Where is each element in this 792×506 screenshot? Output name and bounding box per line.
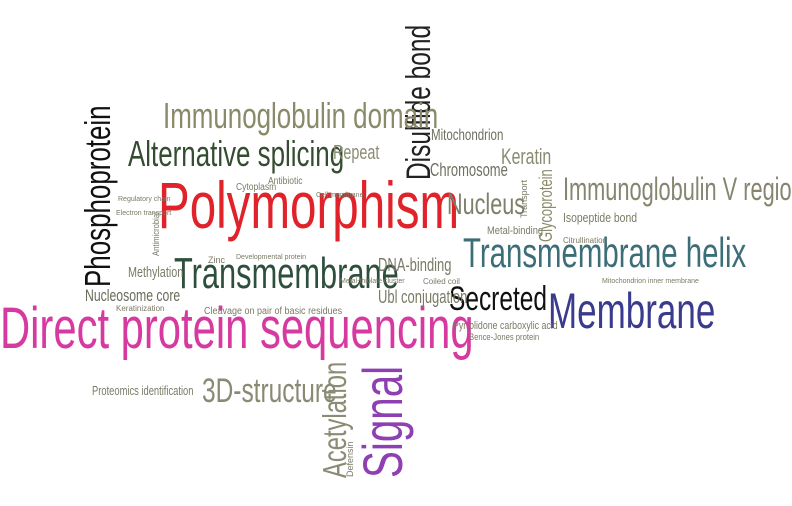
word-nucleus: Nucleus	[447, 188, 526, 221]
word-defensin: Defensin	[345, 441, 355, 477]
word-cleavage-on-pair: Cleavage on pair of basic residues	[204, 306, 343, 317]
word-ubl-conjugation: Ubl conjugation	[378, 287, 468, 307]
word-citrullination: Citrullination	[563, 236, 608, 245]
word-repeat: Repeat	[333, 142, 380, 164]
word-zinc: Zinc	[208, 255, 226, 265]
word-alternative-splicing: Alternative splicing	[128, 133, 345, 174]
word-dna-binding: DNA-binding	[378, 255, 452, 275]
word-isopeptide-bond: Isopeptide bond	[563, 210, 638, 225]
word-antibiotic: Antibiotic	[268, 176, 303, 187]
word-immunoglobulin-v-region: Immunoglobulin V region	[563, 171, 792, 207]
word-immunoglobulin-domain: Immunoglobulin domain	[163, 95, 439, 136]
word-bence-jones-protein: Bence-Jones protein	[469, 332, 540, 342]
word-transmembrane: Transmembrane	[174, 249, 399, 298]
word-direct-protein-sequencing: Direct protein sequencing	[0, 296, 474, 361]
word-secreted: Secreted	[449, 280, 547, 318]
word-regulatory-chain: Regulatory chain	[118, 196, 171, 203]
word-keratinization: Keratinization	[116, 304, 165, 313]
word-signal: Signal	[351, 365, 414, 478]
word-metal-binding: Metal-binding	[487, 225, 544, 237]
word-methylation: Methylation	[128, 264, 184, 281]
word-metal-thiolate-cluster: Metal-thiolate cluster	[340, 278, 405, 285]
word-keratin: Keratin	[501, 144, 552, 169]
word-chromosome: Chromosome	[430, 160, 508, 180]
word-cell-membrane: Cell membrane	[316, 192, 364, 199]
word-mitochondrion-inner-membrane: Mitochondrion inner membrane	[602, 278, 699, 285]
word-electron-transport: Electron transport	[116, 210, 172, 217]
word-3d-structure: 3D-structure	[202, 372, 337, 410]
word-coiled-coil: Coiled coil	[423, 277, 460, 286]
word-transport: Transport	[519, 179, 529, 218]
word-phosphoprotein: Phosphoprotein	[77, 105, 118, 287]
word-mitochondrion: Mitochondrion	[431, 127, 504, 144]
word-nucleosome-core: Nucleosome core	[85, 286, 181, 305]
word-pyrrolidone-carboxylic-acid: Pyrrolidone carboxylic acid	[453, 320, 558, 332]
word-cytoplasm: Cytoplasm	[236, 182, 277, 193]
word-transmembrane-helix: Transmembrane helix	[463, 229, 747, 276]
word-antimicrobial: Antimicrobial	[151, 212, 161, 256]
word-developmental-protein: Developmental protein	[236, 254, 307, 261]
word-membrane: Membrane	[548, 283, 716, 339]
word-proteomics-identification: Proteomics identification	[92, 383, 194, 398]
word-polymorphism: Polymorphism	[158, 168, 460, 242]
